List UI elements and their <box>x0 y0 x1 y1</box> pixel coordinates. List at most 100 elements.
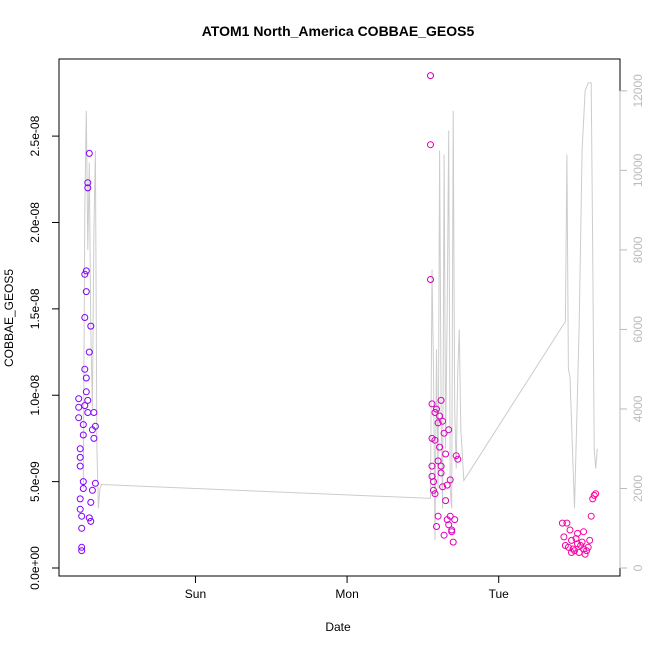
data-point <box>454 455 462 463</box>
data-point <box>443 481 451 489</box>
data-point <box>584 543 592 551</box>
y-tick-label: 2.0e-08 <box>28 202 42 243</box>
y2-axis: 0 2000 4000 6000 8000 10000 12000 <box>619 74 645 571</box>
x-tick-label: Tue <box>489 587 510 601</box>
data-point <box>442 450 450 458</box>
data-point <box>574 529 581 537</box>
data-points <box>75 72 600 558</box>
chart-title: ATOM1 North_America COBBAE_GEOS5 <box>202 23 475 39</box>
data-point <box>569 545 577 553</box>
data-point <box>445 426 453 434</box>
data-point <box>587 512 595 520</box>
data-point <box>76 453 84 461</box>
data-point <box>78 547 86 555</box>
data-point <box>85 514 93 522</box>
data-point <box>91 422 99 430</box>
data-point <box>433 523 440 530</box>
y2-tick-label: 0 <box>631 564 645 571</box>
data-point <box>428 462 436 470</box>
data-point <box>436 412 444 420</box>
data-point <box>81 402 89 410</box>
x-axis-label: Date <box>325 620 351 634</box>
data-point <box>78 512 86 520</box>
data-point <box>568 536 575 544</box>
data-point <box>448 528 456 536</box>
data-point <box>79 478 87 486</box>
data-point <box>433 405 440 413</box>
data-point <box>78 524 86 532</box>
y2-tick-label: 4000 <box>631 395 645 422</box>
data-point <box>440 429 448 437</box>
data-point <box>443 516 451 524</box>
data-point <box>431 490 439 498</box>
data-point <box>75 395 83 403</box>
y-axis: 0.0e+00 5.0e-09 1.0e-08 1.5e-08 2.0e-08 2.5e-… <box>28 115 60 590</box>
data-point <box>430 486 437 494</box>
data-point <box>439 483 447 491</box>
data-point <box>437 396 445 404</box>
data-point <box>75 403 83 411</box>
x-axis: Sun Mon Tue <box>185 576 509 601</box>
data-point <box>590 491 598 499</box>
data-point <box>564 543 572 551</box>
data-point <box>84 179 92 187</box>
x-tick-label: Sun <box>185 587 206 601</box>
data-point <box>451 516 459 524</box>
data-point <box>82 288 90 296</box>
data-point <box>427 141 434 149</box>
data-point <box>84 409 92 416</box>
data-point <box>87 322 95 330</box>
data-point <box>431 436 439 444</box>
y2-tick-label: 12000 <box>631 74 645 108</box>
data-point <box>568 549 575 556</box>
data-point <box>82 374 90 382</box>
data-point <box>434 512 442 520</box>
data-point <box>434 419 442 427</box>
data-point <box>85 149 93 157</box>
data-point <box>91 479 99 487</box>
data-point <box>578 538 586 546</box>
data-point <box>566 526 574 534</box>
data-point <box>428 472 436 480</box>
data-point <box>76 505 84 513</box>
data-point <box>586 536 594 544</box>
data-point <box>440 531 448 539</box>
y2-tick-label: 6000 <box>631 316 645 343</box>
y-tick-label: 5.0e-09 <box>28 461 42 502</box>
data-point <box>558 519 566 527</box>
data-point <box>439 417 447 425</box>
data-point <box>84 396 92 404</box>
data-point <box>81 314 89 321</box>
data-point <box>437 469 445 477</box>
secondary-series-line <box>82 82 598 541</box>
data-point <box>437 462 445 470</box>
data-point <box>452 452 460 460</box>
data-point <box>76 495 84 503</box>
data-point <box>446 476 454 484</box>
data-point <box>81 365 89 373</box>
y2-tick-label: 10000 <box>631 153 645 187</box>
y-tick-label: 1.5e-08 <box>28 288 42 329</box>
data-point <box>87 517 95 525</box>
y-axis-label: COBBAE_GEOS5 <box>2 269 16 367</box>
data-point <box>85 348 93 356</box>
data-point <box>90 434 98 442</box>
data-point <box>75 414 83 422</box>
data-point <box>428 400 436 408</box>
data-point <box>589 495 597 503</box>
data-point <box>79 421 87 429</box>
data-point <box>560 533 568 541</box>
data-point <box>82 388 90 396</box>
data-point <box>84 184 92 192</box>
data-point <box>580 545 588 553</box>
data-point <box>442 497 450 505</box>
data-point <box>76 445 84 453</box>
data-point <box>76 462 84 470</box>
data-point <box>82 267 90 275</box>
x-tick-label: Mon <box>335 587 358 601</box>
data-point <box>87 498 95 506</box>
data-point <box>81 270 89 278</box>
data-point <box>449 538 457 546</box>
data-point <box>592 490 600 498</box>
data-point <box>79 431 87 439</box>
